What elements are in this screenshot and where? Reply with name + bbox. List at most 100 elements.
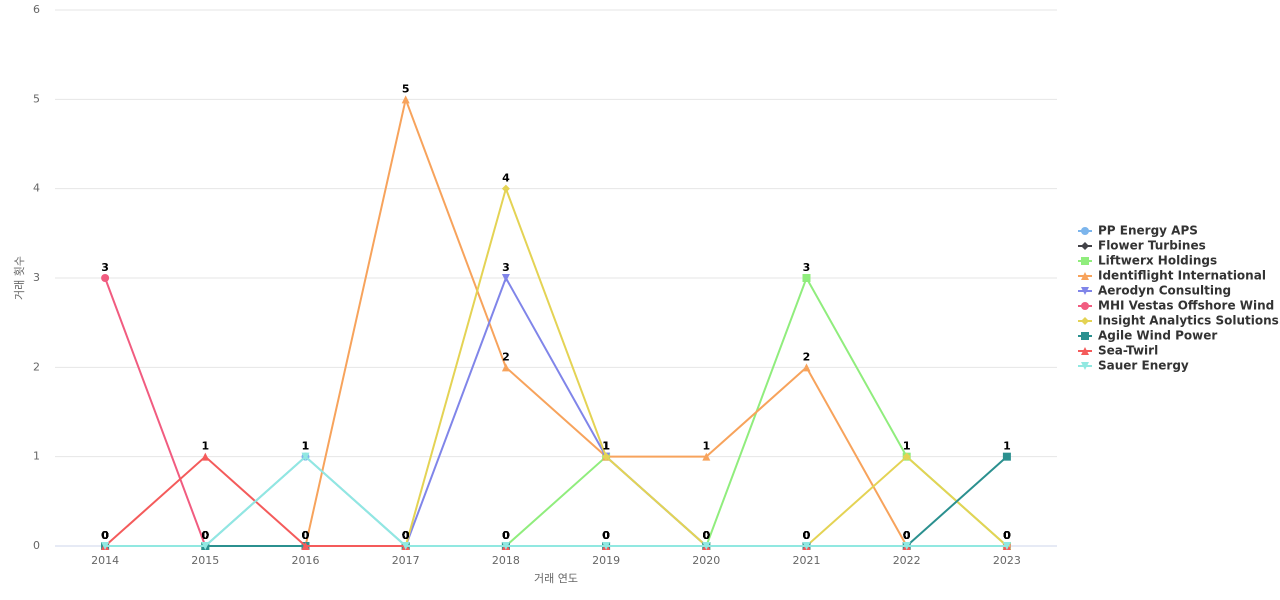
data-label: 0 bbox=[101, 529, 109, 542]
data-label: 0 bbox=[702, 529, 710, 542]
legend-item[interactable]: MHI Vestas Offshore Wind bbox=[1078, 299, 1274, 313]
data-label: 1 bbox=[1003, 440, 1011, 453]
data-label: 0 bbox=[201, 529, 209, 542]
legend-marker bbox=[1081, 317, 1089, 325]
data-label: 0 bbox=[201, 529, 209, 542]
data-label: 4 bbox=[502, 172, 510, 185]
data-label: 0 bbox=[201, 529, 209, 542]
data-label: 0 bbox=[302, 529, 310, 542]
data-label: 1 bbox=[602, 440, 610, 453]
data-label: 0 bbox=[502, 529, 510, 542]
data-label: 0 bbox=[1003, 529, 1011, 542]
data-label: 0 bbox=[1003, 529, 1011, 542]
data-label: 0 bbox=[502, 529, 510, 542]
data-point bbox=[501, 363, 510, 372]
data-label: 0 bbox=[602, 529, 610, 542]
data-label: 3 bbox=[101, 261, 109, 274]
data-label: 1 bbox=[302, 440, 310, 453]
data-label: 0 bbox=[602, 529, 610, 542]
legend-label: MHI Vestas Offshore Wind bbox=[1098, 299, 1274, 313]
data-label: 0 bbox=[402, 529, 410, 542]
y-tick-label: 3 bbox=[33, 271, 40, 284]
data-label: 0 bbox=[201, 529, 209, 542]
data-label: 0 bbox=[101, 529, 109, 542]
data-label: 0 bbox=[402, 529, 410, 542]
data-label: 1 bbox=[602, 440, 610, 453]
data-label: 0 bbox=[702, 529, 710, 542]
legend-marker bbox=[1081, 242, 1089, 250]
data-point bbox=[802, 274, 811, 282]
data-label: 0 bbox=[702, 529, 710, 542]
data-label: 1 bbox=[602, 440, 610, 453]
y-tick-label: 6 bbox=[33, 3, 40, 16]
data-label: 0 bbox=[101, 529, 109, 542]
legend-item[interactable]: PP Energy APS bbox=[1078, 224, 1198, 238]
data-label: 0 bbox=[101, 529, 109, 542]
data-label: 0 bbox=[702, 529, 710, 542]
data-point bbox=[101, 274, 110, 282]
data-label: 0 bbox=[1003, 529, 1011, 542]
data-point bbox=[802, 542, 811, 550]
data-label: 0 bbox=[502, 529, 510, 542]
data-label: 0 bbox=[101, 529, 109, 542]
data-label: 0 bbox=[803, 529, 811, 542]
legend-item[interactable]: Sea-Twirl bbox=[1078, 344, 1158, 358]
data-label: 0 bbox=[702, 529, 710, 542]
x-tick-label: 2019 bbox=[592, 554, 620, 567]
y-tick-label: 5 bbox=[33, 92, 40, 105]
data-label: 0 bbox=[302, 529, 310, 542]
data-label: 0 bbox=[1003, 529, 1011, 542]
data-point bbox=[902, 452, 911, 461]
y-tick-label: 0 bbox=[33, 539, 40, 552]
legend-item[interactable]: Liftwerx Holdings bbox=[1078, 254, 1217, 268]
data-label: 0 bbox=[702, 529, 710, 542]
data-label: 0 bbox=[502, 529, 510, 542]
data-point bbox=[902, 542, 911, 550]
data-label: 0 bbox=[502, 529, 510, 542]
data-label: 0 bbox=[803, 529, 811, 542]
data-label: 1 bbox=[602, 440, 610, 453]
legend-item[interactable]: Aerodyn Consulting bbox=[1078, 284, 1231, 298]
data-label: 0 bbox=[101, 529, 109, 542]
data-label: 0 bbox=[903, 529, 911, 542]
data-label: 0 bbox=[201, 529, 209, 542]
data-label: 0 bbox=[903, 529, 911, 542]
legend-marker bbox=[1081, 287, 1089, 295]
data-point bbox=[201, 452, 210, 461]
data-label: 0 bbox=[1003, 529, 1011, 542]
data-label: 0 bbox=[803, 529, 811, 542]
data-label: 1 bbox=[201, 440, 209, 453]
legend-label: Insight Analytics Solutions... bbox=[1098, 314, 1280, 328]
legend-marker bbox=[1081, 257, 1089, 265]
legend-marker bbox=[1081, 332, 1089, 340]
x-tick-label: 2016 bbox=[292, 554, 320, 567]
data-label: 0 bbox=[803, 529, 811, 542]
data-label: 0 bbox=[702, 529, 710, 542]
data-point bbox=[802, 363, 811, 372]
data-point bbox=[301, 452, 310, 461]
legend-item[interactable]: Insight Analytics Solutions... bbox=[1078, 314, 1280, 328]
series-line bbox=[105, 455, 1007, 547]
data-label: 0 bbox=[903, 529, 911, 542]
x-tick-label: 2020 bbox=[692, 554, 720, 567]
data-label: 0 bbox=[201, 529, 209, 542]
x-tick-label: 2017 bbox=[392, 554, 420, 567]
data-label: 0 bbox=[201, 529, 209, 542]
x-tick-label: 2015 bbox=[191, 554, 219, 567]
data-label: 0 bbox=[302, 529, 310, 542]
legend-item[interactable]: Identiflight International bbox=[1078, 269, 1266, 283]
data-label: 3 bbox=[502, 261, 510, 274]
data-point bbox=[501, 542, 510, 550]
legend-item[interactable]: Agile Wind Power bbox=[1078, 329, 1217, 343]
data-point bbox=[401, 542, 410, 550]
legend-label: Sauer Energy bbox=[1098, 359, 1189, 373]
data-label: 0 bbox=[402, 529, 410, 542]
data-label: 0 bbox=[502, 529, 510, 542]
legend-item[interactable]: Flower Turbines bbox=[1078, 239, 1206, 253]
y-tick-label: 4 bbox=[33, 182, 40, 195]
data-point bbox=[602, 452, 611, 461]
legend-marker bbox=[1081, 347, 1089, 355]
data-label: 5 bbox=[402, 82, 410, 95]
legend-item[interactable]: Sauer Energy bbox=[1078, 359, 1189, 373]
data-label: 0 bbox=[402, 529, 410, 542]
